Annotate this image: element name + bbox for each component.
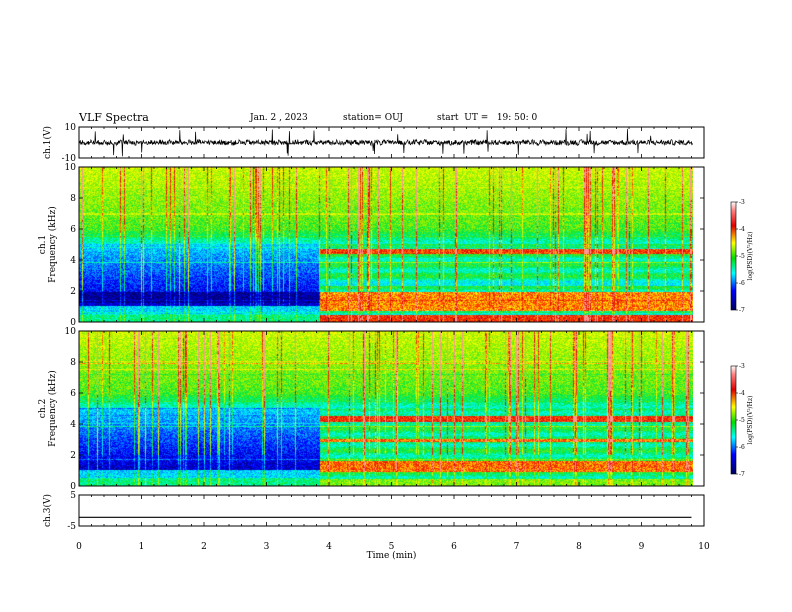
y-tick-label: 4: [70, 256, 76, 266]
y-axis-label: Frequency (kHz): [47, 206, 58, 283]
colorbar-tick-label: -6: [739, 444, 745, 451]
y-axis-label: ch.1(V): [42, 126, 53, 159]
y-tick-label: 10: [65, 163, 77, 173]
y-tick-label: 10: [65, 327, 77, 337]
y-tick-label: 4: [70, 420, 76, 430]
colorbar-tick-label: -3: [739, 199, 745, 206]
colorbar: [730, 365, 737, 475]
x-tick-label: 6: [451, 542, 457, 552]
y-tick-label: 8: [70, 194, 76, 204]
colorbar-label: log(PSD)(V²/Hz): [747, 232, 754, 281]
x-tick-label: 9: [639, 542, 645, 552]
colorbar-tick-label: -3: [739, 363, 745, 370]
x-tick-label: 10: [698, 542, 710, 552]
colorbar-tick-label: -4: [739, 226, 745, 233]
colorbar-tick-label: -7: [739, 471, 745, 478]
y-tick-label: 2: [70, 287, 76, 297]
x-axis-label: Time (min): [367, 550, 417, 561]
y-axis-label: Frequency (kHz): [47, 370, 58, 447]
y-tick-label: 8: [70, 358, 76, 368]
y-tick-label: 6: [70, 389, 76, 399]
y-axis-label: ch.1: [38, 235, 48, 254]
colorbar-tick-label: -5: [739, 417, 745, 424]
y-tick-label: -10: [62, 154, 77, 164]
chart-title: VLF Spectra: [79, 111, 149, 124]
y-tick-label: 2: [70, 451, 76, 461]
x-tick-label: 0: [76, 542, 82, 552]
y-tick-label: 6: [70, 225, 76, 235]
ch1-waveform-line: [78, 128, 694, 157]
panel-frame: [78, 494, 705, 527]
y-tick-label: 10: [65, 123, 77, 133]
y-axis-label: ch.3(V): [42, 494, 53, 527]
x-tick-label: 1: [139, 542, 145, 552]
colorbar-label: log(PSD)(V²/Hz): [747, 396, 754, 445]
x-tick-label: 5: [389, 542, 395, 552]
y-axis-label: ch.2: [38, 399, 48, 418]
colorbar-tick-label: -6: [739, 280, 745, 287]
colorbar: [730, 201, 737, 311]
y-tick-label: 0: [70, 482, 76, 492]
colorbar-tick-label: -4: [739, 390, 745, 397]
start-time-label: start UT = 19: 50: 0: [437, 113, 538, 123]
colorbar-tick-label: -7: [739, 307, 745, 314]
x-tick-label: 2: [201, 542, 207, 552]
x-tick-label: 4: [326, 542, 332, 552]
spectrogram-1: [79, 167, 693, 322]
spectrogram-2: [79, 331, 693, 486]
colorbar-tick-label: -5: [739, 253, 745, 260]
y-tick-label: 5: [70, 491, 76, 501]
x-tick-label: 3: [264, 542, 270, 552]
station-label: station= OUJ: [343, 113, 404, 123]
x-tick-label: 7: [514, 542, 520, 552]
y-tick-label: -5: [67, 522, 76, 532]
x-tick-label: 8: [576, 542, 582, 552]
y-tick-label: 0: [70, 318, 76, 328]
date-label: Jan. 2 , 2023: [250, 113, 308, 123]
